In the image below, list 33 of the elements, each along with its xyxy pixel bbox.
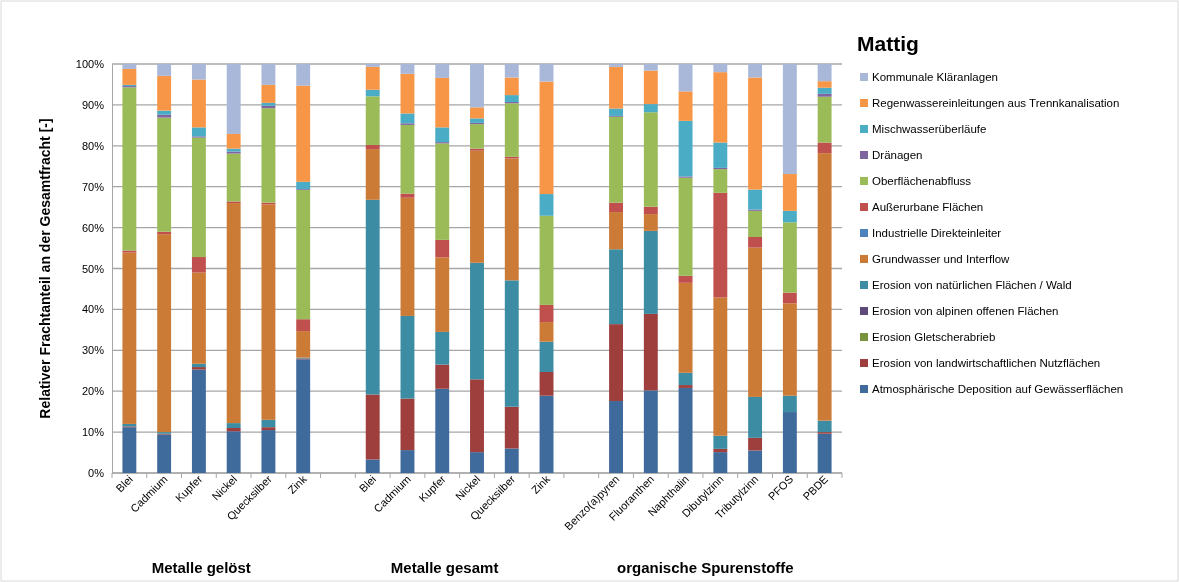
- legend-label: Kommunale Kläranlagen: [872, 71, 998, 84]
- y-tick-label: 40%: [81, 303, 105, 316]
- text: Mattig: [857, 32, 919, 55]
- text: Metalle gesamt: [390, 559, 499, 576]
- y-tick-label: 80%: [81, 139, 105, 152]
- x-tick-label: Zink: [285, 472, 310, 497]
- y-axis-title: Relativer Frachtanteil an der Gesamtfracht [-]: [37, 118, 53, 419]
- y-tick-label: 10%: [81, 426, 105, 439]
- y-tick-label: 100%: [75, 58, 105, 71]
- y-tick-label: 0%: [88, 467, 105, 480]
- x-tick-label: Zink: [528, 472, 553, 497]
- legend-label: Oberflächenabfluss: [872, 175, 972, 188]
- legend-label: Erosion von landwirtschaftlichen Nutzflächen: [872, 357, 1101, 370]
- legend-label: Mischwasserüberläufe: [872, 123, 987, 136]
- legend-label: Außerurbane Flächen: [872, 201, 984, 214]
- legend-label: Erosion Gletscherabrieb: [872, 331, 996, 344]
- y-tick-label: 70%: [81, 180, 105, 193]
- legend-label: Regenwassereinleitungen aus Trennkanalisation: [872, 97, 1120, 110]
- legend-label: Atmosphärische Deposition auf Gewässerflächen: [872, 383, 1124, 396]
- y-tick-label: 30%: [81, 344, 105, 357]
- x-tick-label: Blei: [356, 472, 379, 495]
- text: organische Spurenstoffe: [616, 559, 794, 576]
- y-tick-label: 90%: [81, 98, 105, 111]
- x-tick-label: Blei: [113, 472, 135, 495]
- legend-label: Grundwasser und Interflow: [872, 253, 1011, 266]
- legend-label: Dränagen: [872, 149, 923, 162]
- y-tick-label: 20%: [81, 385, 105, 398]
- legend-label: Industrielle Direkteinleiter: [872, 227, 1002, 240]
- legend-label: Erosion von natürlichen Flächen / Wald: [872, 279, 1072, 292]
- text: Metalle gelöst: [151, 559, 251, 576]
- y-tick-label: 50%: [81, 262, 105, 275]
- legend-label: Erosion von alpinen offenen Flächen: [872, 305, 1059, 318]
- y-tick-label: 60%: [81, 221, 105, 234]
